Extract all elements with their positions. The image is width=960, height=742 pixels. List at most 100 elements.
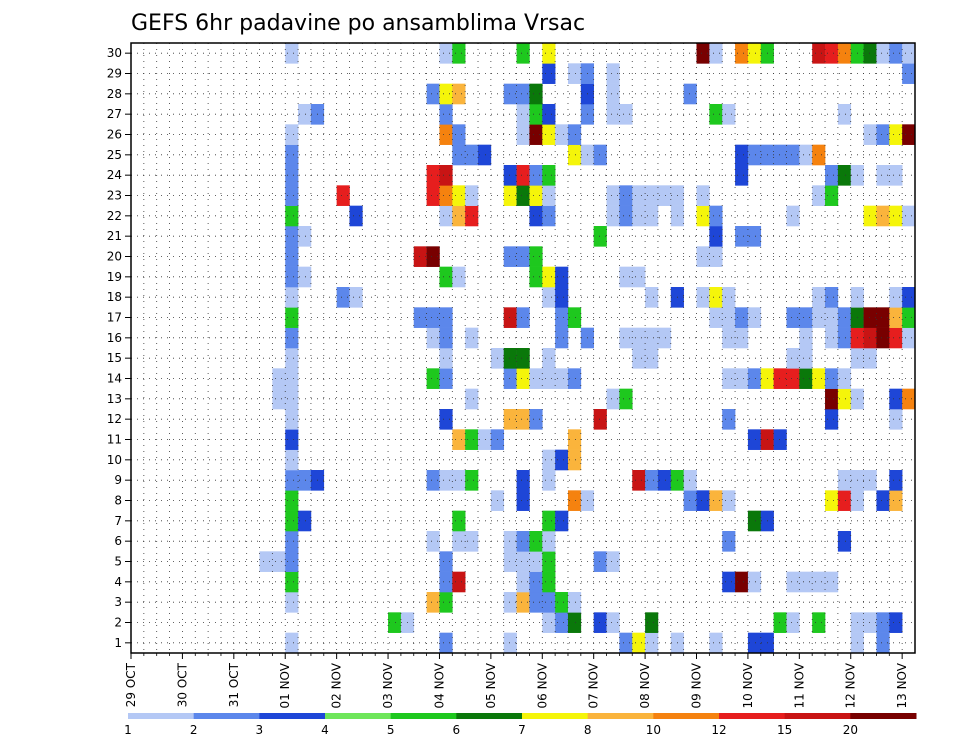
heatmap-cell xyxy=(567,490,582,511)
heatmap-cell xyxy=(426,83,440,105)
heatmap-cell xyxy=(439,592,453,613)
heatmap-cell xyxy=(825,185,839,206)
heatmap-cell xyxy=(285,490,299,511)
heatmap-cell xyxy=(606,551,620,572)
heatmap-cell xyxy=(298,510,312,532)
heatmap-cell xyxy=(837,388,852,410)
heatmap-cell xyxy=(709,490,723,511)
heatmap-cell xyxy=(336,185,350,206)
heatmap-cell xyxy=(555,307,569,328)
heatmap-cell xyxy=(773,144,787,166)
heatmap-cell xyxy=(799,368,813,389)
heatmap-cell xyxy=(593,226,607,247)
heatmap-cell xyxy=(606,104,620,125)
y-tick-label: 5 xyxy=(114,555,122,569)
heatmap-cell xyxy=(285,307,299,328)
heatmap-cell xyxy=(825,490,839,511)
heatmap-cell xyxy=(542,205,556,227)
heatmap-cell xyxy=(773,612,787,633)
x-tick-label: 06 NOV xyxy=(535,662,549,708)
legend-swatch xyxy=(193,713,260,719)
legend-label: 15 xyxy=(777,723,792,737)
heatmap-cell xyxy=(645,470,659,491)
heatmap-cell xyxy=(285,205,299,227)
heatmap-cell xyxy=(285,571,299,593)
heatmap-cell xyxy=(555,287,569,308)
heatmap-cell xyxy=(298,470,312,491)
heatmap-cell xyxy=(837,470,852,491)
heatmap-cell xyxy=(529,266,543,288)
heatmap-cell xyxy=(863,307,877,328)
heatmap-cell xyxy=(812,43,826,64)
y-tick-label: 9 xyxy=(114,473,122,487)
y-tick-label: 11 xyxy=(107,433,122,447)
heatmap-cell xyxy=(786,205,800,227)
heatmap-cell xyxy=(657,327,672,349)
heatmap-cell xyxy=(825,43,839,64)
heatmap-cells xyxy=(259,43,916,654)
heatmap-cell xyxy=(426,185,440,206)
heatmap-cell xyxy=(542,165,556,186)
heatmap-cell xyxy=(619,185,633,206)
heatmap-cell xyxy=(567,592,582,613)
heatmap-cell xyxy=(812,612,826,633)
legend-swatch xyxy=(719,713,786,719)
heatmap-cell xyxy=(465,470,479,491)
heatmap-cell xyxy=(799,348,813,369)
heatmap-cell xyxy=(426,592,440,613)
heatmap-cell xyxy=(889,409,903,430)
heatmap-cell xyxy=(542,571,556,593)
legend-swatch xyxy=(390,713,457,719)
heatmap-cell xyxy=(452,510,466,532)
heatmap-cell xyxy=(876,490,890,511)
heatmap-cell xyxy=(606,63,620,84)
legend-swatch xyxy=(325,713,392,719)
x-tick-label: 29 OCT xyxy=(124,662,138,707)
heatmap-cell xyxy=(542,592,556,613)
heatmap-cell xyxy=(285,144,299,166)
heatmap-cell xyxy=(657,185,672,206)
heatmap-cell xyxy=(285,327,299,349)
heatmap-cell xyxy=(876,612,890,633)
legend-label: 4 xyxy=(321,723,329,737)
heatmap-cell xyxy=(735,144,749,166)
heatmap-cell xyxy=(709,632,723,654)
heatmap-cell xyxy=(889,388,903,410)
y-tick-label: 12 xyxy=(107,412,122,426)
heatmap-cell xyxy=(439,205,453,227)
heatmap-cell xyxy=(285,368,299,389)
heatmap-cell xyxy=(272,368,286,389)
heatmap-cell xyxy=(837,368,852,389)
heatmap-cell xyxy=(825,409,839,430)
heatmap-cell xyxy=(452,43,466,64)
heatmap-cell xyxy=(863,43,877,64)
heatmap-cell xyxy=(696,490,710,511)
heatmap-cell xyxy=(452,83,466,105)
heatmap-cell xyxy=(439,165,453,186)
heatmap-cell xyxy=(837,104,852,125)
heatmap-cell xyxy=(786,368,800,389)
y-tick-label: 14 xyxy=(107,372,122,386)
heatmap-cell xyxy=(285,348,299,369)
heatmap-cell xyxy=(542,510,556,532)
heatmap-cell xyxy=(542,612,556,633)
heatmap-cell xyxy=(825,287,839,308)
heatmap-cell xyxy=(735,571,749,593)
y-tick-label: 23 xyxy=(107,189,122,203)
heatmap-cell xyxy=(516,246,530,267)
heatmap-cell xyxy=(619,205,633,227)
heatmap-cell xyxy=(799,327,813,349)
heatmap-cell xyxy=(902,205,916,227)
heatmap-cell xyxy=(773,429,787,450)
heatmap-cell xyxy=(863,470,877,491)
heatmap-cell xyxy=(709,246,723,267)
heatmap-cell xyxy=(465,144,479,166)
heatmap-cell xyxy=(439,43,453,64)
legend-swatch xyxy=(587,713,654,719)
heatmap-cell xyxy=(837,307,852,328)
heatmap-cell xyxy=(285,551,299,572)
heatmap-cell xyxy=(555,449,569,471)
heatmap-cell xyxy=(606,388,620,410)
y-tick-label: 27 xyxy=(107,107,122,121)
heatmap-cell xyxy=(298,266,312,288)
